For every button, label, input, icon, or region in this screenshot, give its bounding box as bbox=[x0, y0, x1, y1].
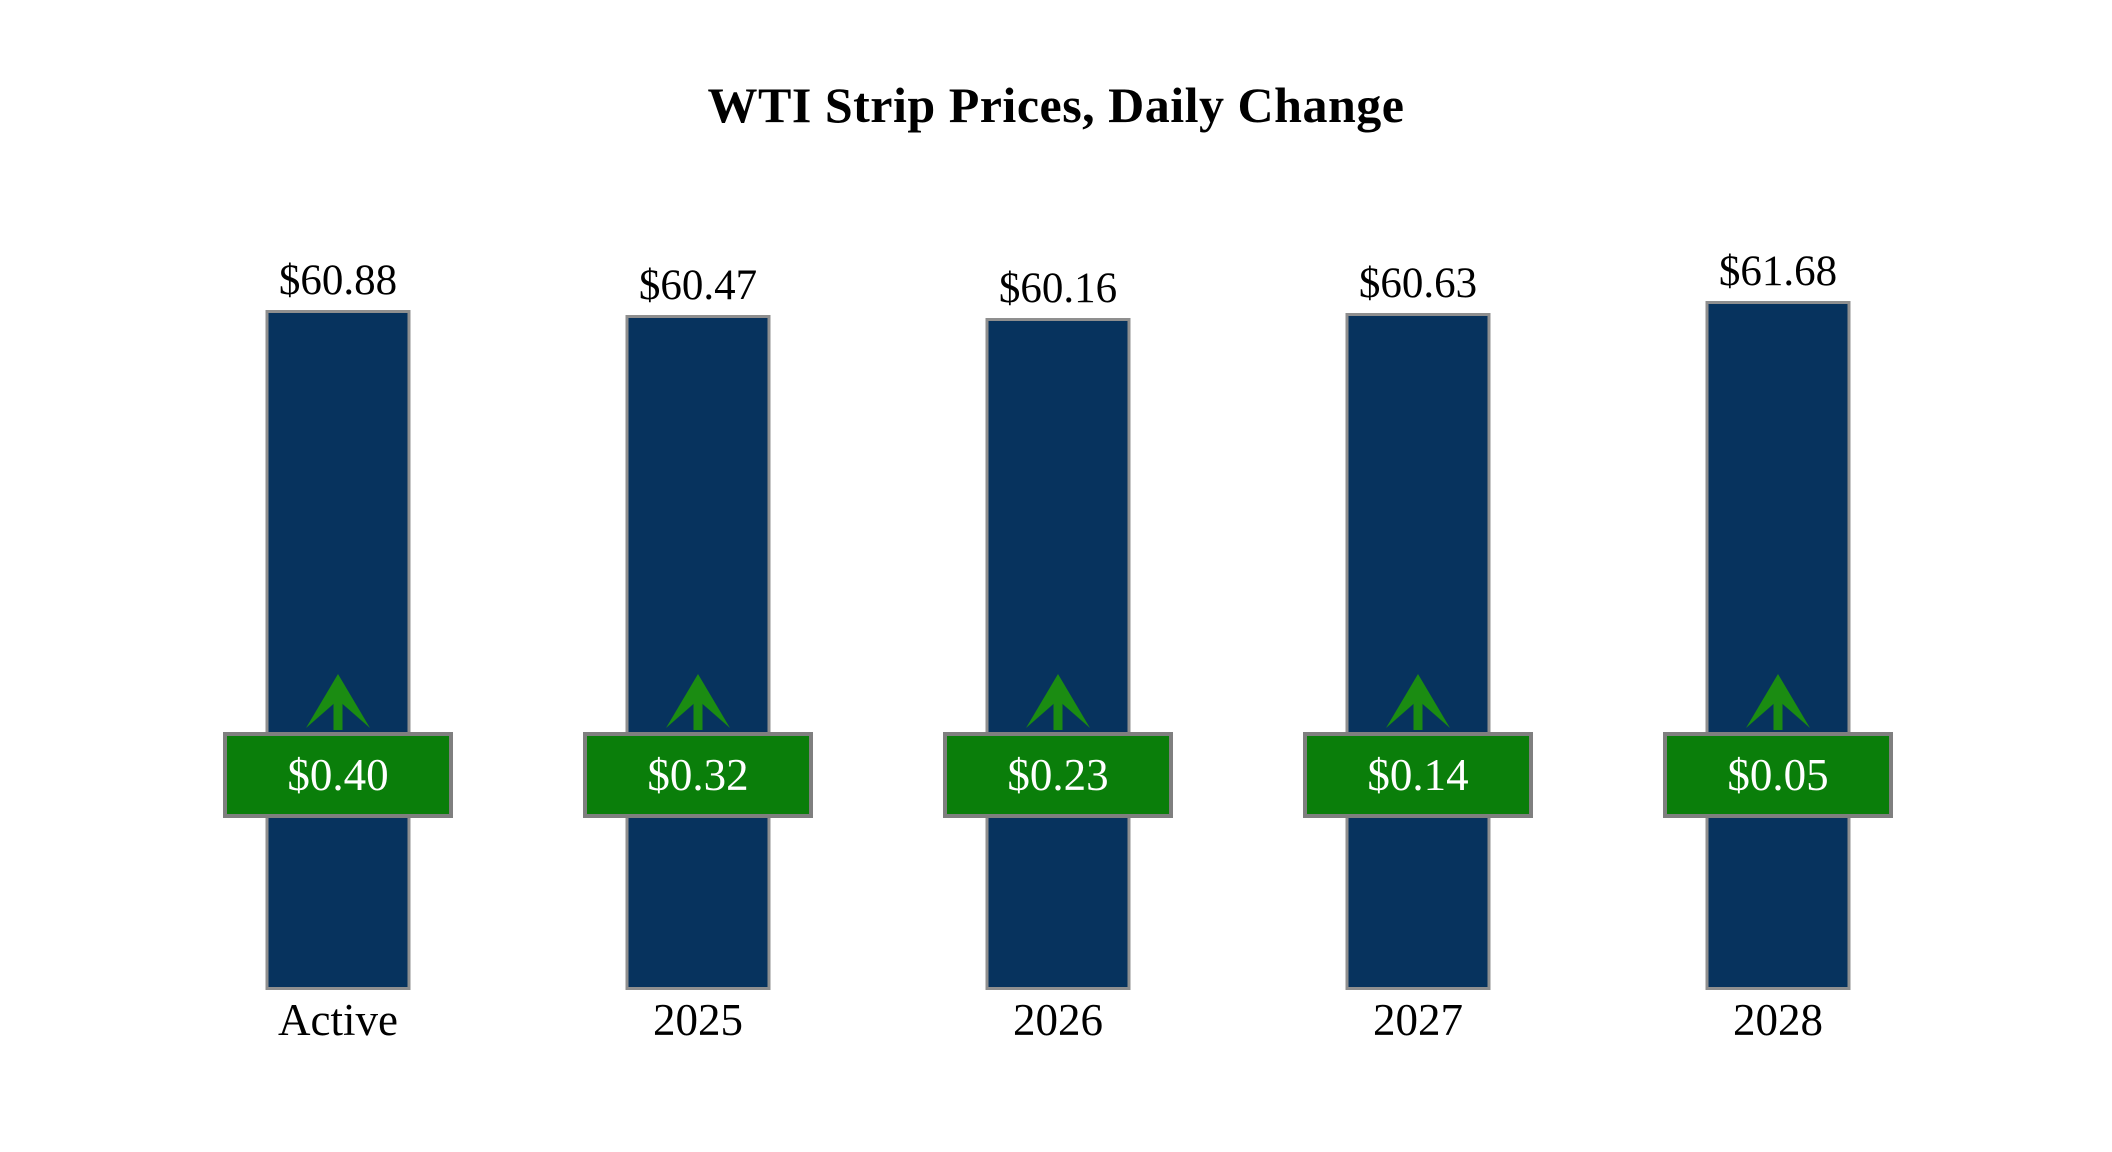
category-label: 2025 bbox=[653, 995, 743, 1045]
strip-price-bar bbox=[625, 315, 771, 990]
daily-change-badge: $0.23 bbox=[943, 732, 1173, 818]
category-label: 2026 bbox=[1013, 995, 1103, 1045]
category-label: 2028 bbox=[1733, 995, 1823, 1045]
bar-group-active: $60.88 $0.40 Active bbox=[158, 0, 518, 1152]
bar-group-2026: $60.16 $0.23 2026 bbox=[878, 0, 1238, 1152]
up-arrow-icon bbox=[666, 674, 730, 730]
price-label: $60.88 bbox=[278, 257, 398, 304]
daily-change-badge: $0.32 bbox=[583, 732, 813, 818]
bar-group-2028: $61.68 $0.05 2028 bbox=[1598, 0, 1958, 1152]
category-label: Active bbox=[278, 995, 398, 1045]
price-label: $61.68 bbox=[1718, 248, 1838, 295]
price-label: $60.16 bbox=[998, 265, 1118, 312]
chart-title: WTI Strip Prices, Daily Change bbox=[707, 77, 1405, 133]
bar-group-2027: $60.63 $0.14 2027 bbox=[1238, 0, 1598, 1152]
up-arrow-icon bbox=[1746, 674, 1810, 730]
price-label: $60.63 bbox=[1358, 260, 1478, 307]
strip-price-bar bbox=[1345, 313, 1491, 990]
price-label: $60.47 bbox=[638, 262, 758, 309]
daily-change-badge: $0.14 bbox=[1303, 732, 1533, 818]
up-arrow-icon bbox=[1386, 674, 1450, 730]
daily-change-badge: $0.05 bbox=[1663, 732, 1893, 818]
up-arrow-icon bbox=[306, 674, 370, 730]
up-arrow-icon bbox=[1026, 674, 1090, 730]
category-label: 2027 bbox=[1373, 995, 1463, 1045]
strip-price-bar bbox=[265, 310, 411, 990]
strip-price-bar bbox=[1705, 301, 1851, 990]
bar-group-2025: $60.47 $0.32 2025 bbox=[518, 0, 878, 1152]
strip-price-bar bbox=[985, 318, 1131, 990]
daily-change-badge: $0.40 bbox=[223, 732, 453, 818]
